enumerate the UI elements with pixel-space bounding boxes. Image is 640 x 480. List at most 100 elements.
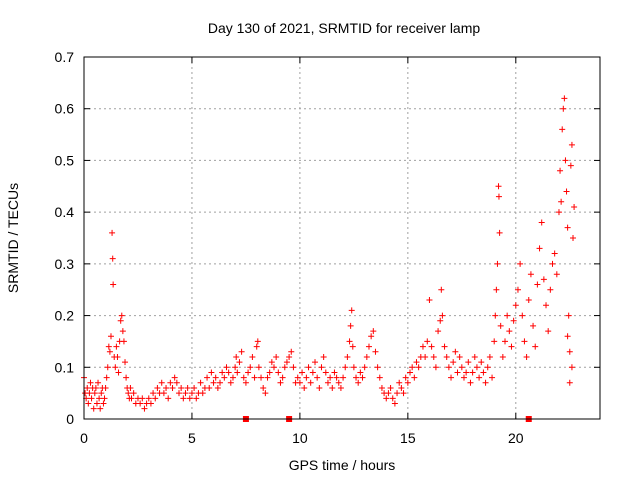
data-point [570,235,577,241]
data-point [428,343,435,350]
data-point [115,369,122,376]
data-point [260,384,267,391]
data-point [496,229,503,236]
data-point [290,364,297,371]
data-point [460,374,467,381]
data-point [102,384,109,391]
data-point [346,338,353,345]
data-point [127,384,134,391]
data-point [564,224,571,231]
data-point [322,369,329,376]
data-point [545,328,552,335]
data-point [232,364,239,371]
data-point [225,369,232,376]
data-point [359,374,366,381]
data-point [342,364,349,371]
data-point [270,364,277,371]
data-point [353,374,360,381]
data-point [439,312,446,319]
data-point [171,374,178,381]
data-point [563,188,570,195]
data-point [510,317,517,324]
data-point [536,245,543,252]
y-tick-label: 0.5 [55,152,75,168]
data-point [234,369,241,376]
data-point [93,400,100,407]
data-point [519,312,526,319]
data-point [253,343,260,350]
data-point [492,312,499,319]
data-point [497,322,504,329]
grid [84,57,600,419]
data-point [147,400,154,407]
data-point [97,405,104,412]
data-point [193,395,200,402]
data-point [467,379,474,386]
data-point [314,374,321,381]
data-point [540,276,547,283]
data-point [562,157,569,164]
data-point [160,390,167,397]
data-point [309,369,316,376]
data-point [114,353,121,360]
data-point [208,369,215,376]
data-point [255,364,262,371]
data-point [85,400,92,407]
data-point [385,390,392,397]
data-point [312,359,319,366]
data-point [568,364,575,371]
data-point [525,297,532,304]
data-point [258,374,265,381]
data-point [512,302,519,309]
data-point [264,374,271,381]
data-point [549,260,556,267]
data-point [454,369,461,376]
data-point [277,379,284,386]
x-tick-label: 15 [400,430,416,446]
data-point [560,105,567,112]
data-point [101,395,108,402]
data-point [327,374,334,381]
data-point [206,384,213,391]
data-point [141,405,148,412]
data-point [299,369,306,376]
data-point [279,374,286,381]
data-point [376,374,383,381]
data-point [504,312,511,319]
data-point [489,374,496,381]
data-point [368,333,375,340]
data-point [281,364,288,371]
data-point [411,374,418,381]
data-point [199,390,206,397]
y-tick-label: 0.2 [55,308,75,324]
x-axis-label: GPS time / hours [289,457,396,473]
data-point [294,374,301,381]
data-point [534,281,541,288]
data-point [502,338,509,345]
x-tick-label: 0 [80,430,88,446]
data-point [188,390,195,397]
data-point [473,364,480,371]
data-point [236,359,243,366]
data-point [402,374,409,381]
data-point [566,379,573,386]
data-point [223,364,230,371]
data-point [324,379,331,386]
data-point [109,255,116,262]
data-point [530,322,537,329]
x-tick-label: 5 [188,430,196,446]
data-point [571,203,578,210]
data-point [118,312,125,319]
data-point [87,379,94,386]
data-point [219,369,226,376]
data-point [150,390,157,397]
data-point [448,374,455,381]
data-point [184,384,191,391]
data-point [508,343,515,350]
data-point [240,374,247,381]
data-point [266,369,273,376]
data-point [495,183,502,190]
data-point [191,384,198,391]
y-tick-label: 0 [66,411,74,427]
